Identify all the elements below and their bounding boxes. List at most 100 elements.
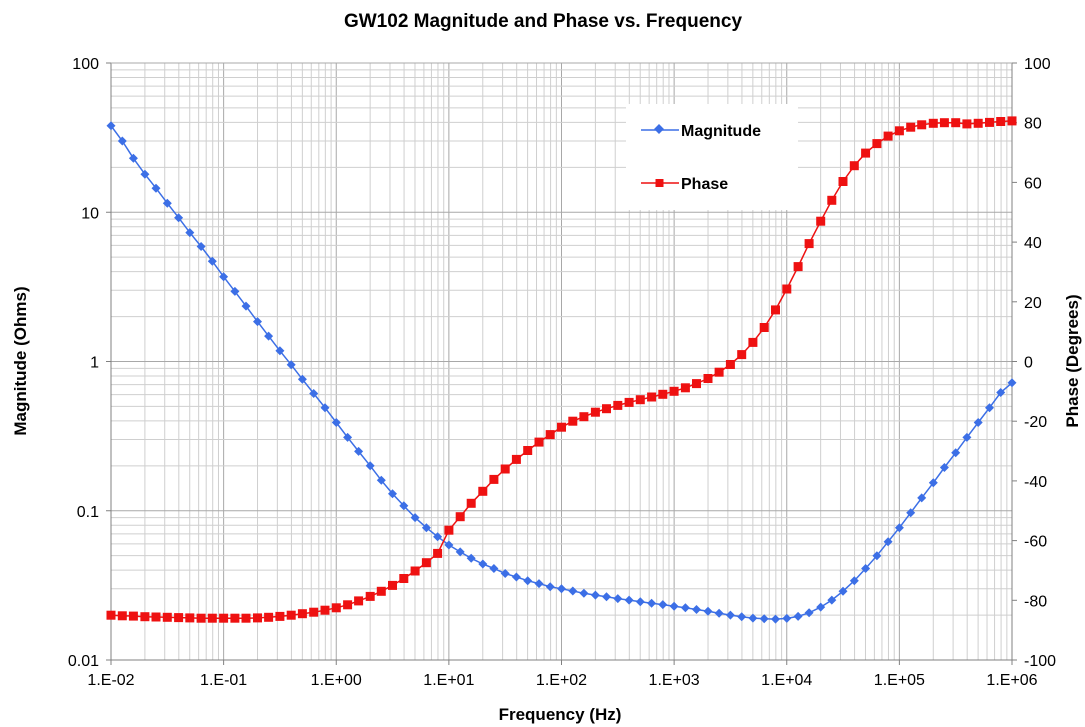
phase-point bbox=[771, 305, 780, 315]
magnitude-point bbox=[771, 614, 780, 624]
phase-point bbox=[286, 610, 296, 620]
x-tick-label: 1.E-02 bbox=[87, 672, 134, 689]
magnitude-point bbox=[162, 198, 172, 208]
magnitude-point bbox=[782, 613, 792, 623]
magnitude-point bbox=[174, 213, 184, 223]
magnitude-point bbox=[376, 475, 386, 485]
x-tick-label: 1.E+04 bbox=[761, 672, 812, 689]
phase-point bbox=[297, 609, 307, 619]
y-axis-left-title: Magnitude (Ohms) bbox=[11, 286, 30, 435]
phase-point bbox=[117, 611, 127, 621]
y-left-tick-label: 1 bbox=[90, 355, 99, 372]
phase-point bbox=[106, 610, 116, 620]
magnitude-point bbox=[917, 493, 927, 503]
x-tick-label: 1.E+00 bbox=[311, 672, 362, 689]
magnitude-point bbox=[804, 608, 814, 618]
phase-point bbox=[466, 498, 476, 508]
magnitude-point bbox=[985, 403, 994, 413]
phase-point bbox=[388, 580, 397, 590]
magnitude-point bbox=[264, 331, 274, 341]
y-left-tick-label: 10 bbox=[81, 205, 99, 222]
magnitude-point bbox=[545, 582, 555, 592]
legend-magnitude-marker bbox=[654, 124, 664, 134]
phase-point bbox=[951, 118, 961, 128]
magnitude-point bbox=[410, 513, 420, 523]
phase-point bbox=[241, 613, 251, 623]
magnitude-point bbox=[140, 169, 150, 179]
phase-point bbox=[354, 596, 364, 606]
x-tick-label: 1.E+06 bbox=[986, 672, 1037, 689]
phase-point bbox=[669, 386, 679, 396]
phase-point bbox=[331, 603, 341, 613]
phase-point bbox=[973, 118, 983, 128]
phase-point bbox=[253, 613, 262, 623]
magnitude-point bbox=[241, 301, 251, 311]
phase-point bbox=[579, 412, 589, 422]
legend-box bbox=[626, 104, 798, 210]
magnitude-point bbox=[523, 576, 533, 586]
phase-point bbox=[489, 474, 499, 484]
phase-point bbox=[162, 612, 172, 622]
phase-point bbox=[883, 131, 893, 141]
magnitude-point bbox=[354, 446, 364, 456]
phase-point bbox=[511, 454, 521, 464]
magnitude-point bbox=[894, 523, 904, 533]
magnitude-point bbox=[748, 613, 758, 623]
magnitude-point bbox=[557, 584, 566, 594]
magnitude-point bbox=[466, 553, 476, 563]
y-right-tick-label: 60 bbox=[1024, 175, 1042, 192]
phase-point bbox=[793, 262, 803, 272]
magnitude-point bbox=[973, 418, 983, 427]
magnitude-point bbox=[511, 572, 521, 582]
x-tick-label: 1.E+03 bbox=[649, 672, 700, 689]
legend-magnitude-label: Magnitude bbox=[681, 123, 761, 140]
magnitude-point bbox=[759, 614, 769, 624]
phase-point bbox=[849, 161, 859, 171]
y-right-tick-label: 100 bbox=[1024, 56, 1051, 73]
phase-point bbox=[196, 613, 206, 623]
phase-point bbox=[861, 148, 871, 158]
y-left-tick-label: 0.1 bbox=[77, 504, 99, 521]
phase-point bbox=[894, 126, 904, 136]
x-tick-label: 1.E+02 bbox=[536, 672, 587, 689]
magnitude-point bbox=[962, 432, 972, 442]
phase-point bbox=[455, 512, 465, 522]
phase-point bbox=[635, 395, 645, 405]
magnitude-point bbox=[534, 579, 544, 589]
magnitude-point bbox=[500, 569, 510, 578]
magnitude-point bbox=[827, 595, 837, 605]
y-axis-right-title: Phase (Degrees) bbox=[1063, 294, 1082, 427]
phase-point bbox=[624, 397, 634, 407]
phase-point bbox=[219, 613, 229, 623]
phase-point bbox=[399, 574, 409, 583]
phase-point bbox=[906, 122, 916, 132]
magnitude-point bbox=[737, 612, 747, 622]
y-right-tick-label: 0 bbox=[1024, 355, 1033, 372]
magnitude-point bbox=[928, 478, 938, 488]
legend: Magnitude Phase bbox=[626, 104, 798, 210]
phase-point bbox=[590, 407, 600, 417]
magnitude-point bbox=[196, 242, 206, 251]
phase-point bbox=[692, 379, 701, 389]
magnitude-point bbox=[151, 183, 161, 193]
y-right-tick-label: -40 bbox=[1024, 474, 1047, 491]
magnitude-point bbox=[849, 576, 859, 586]
phase-point bbox=[759, 323, 769, 332]
magnitude-point bbox=[703, 606, 713, 616]
phase-point bbox=[725, 360, 735, 369]
magnitude-point bbox=[816, 602, 826, 612]
magnitude-point bbox=[331, 418, 341, 427]
y-right-tick-label: 40 bbox=[1024, 235, 1042, 252]
phase-point bbox=[207, 613, 217, 623]
phase-point bbox=[545, 430, 555, 440]
magnitude-point bbox=[635, 597, 645, 607]
y-right-tick-label: -100 bbox=[1024, 653, 1056, 670]
legend-phase-marker bbox=[655, 179, 664, 187]
magnitude-point bbox=[996, 388, 1006, 397]
magnitude-point bbox=[230, 286, 240, 296]
magnitude-point bbox=[185, 228, 195, 238]
magnitude-point bbox=[489, 564, 499, 573]
magnitude-point bbox=[297, 374, 307, 384]
phase-point bbox=[523, 446, 533, 455]
